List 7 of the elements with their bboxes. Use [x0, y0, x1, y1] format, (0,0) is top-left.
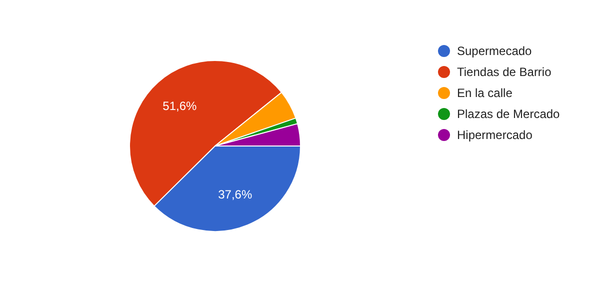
data-label: 51,6% [162, 98, 198, 113]
legend-label: En la calle [457, 86, 512, 100]
legend-label: Plazas de Mercado [457, 106, 560, 120]
legend-label: Supermecado [457, 44, 532, 58]
legend-label: Hipermercado [457, 128, 532, 142]
data-label: 37,6% [218, 187, 252, 202]
legend-label: Tiendas de Barrio [457, 64, 552, 78]
